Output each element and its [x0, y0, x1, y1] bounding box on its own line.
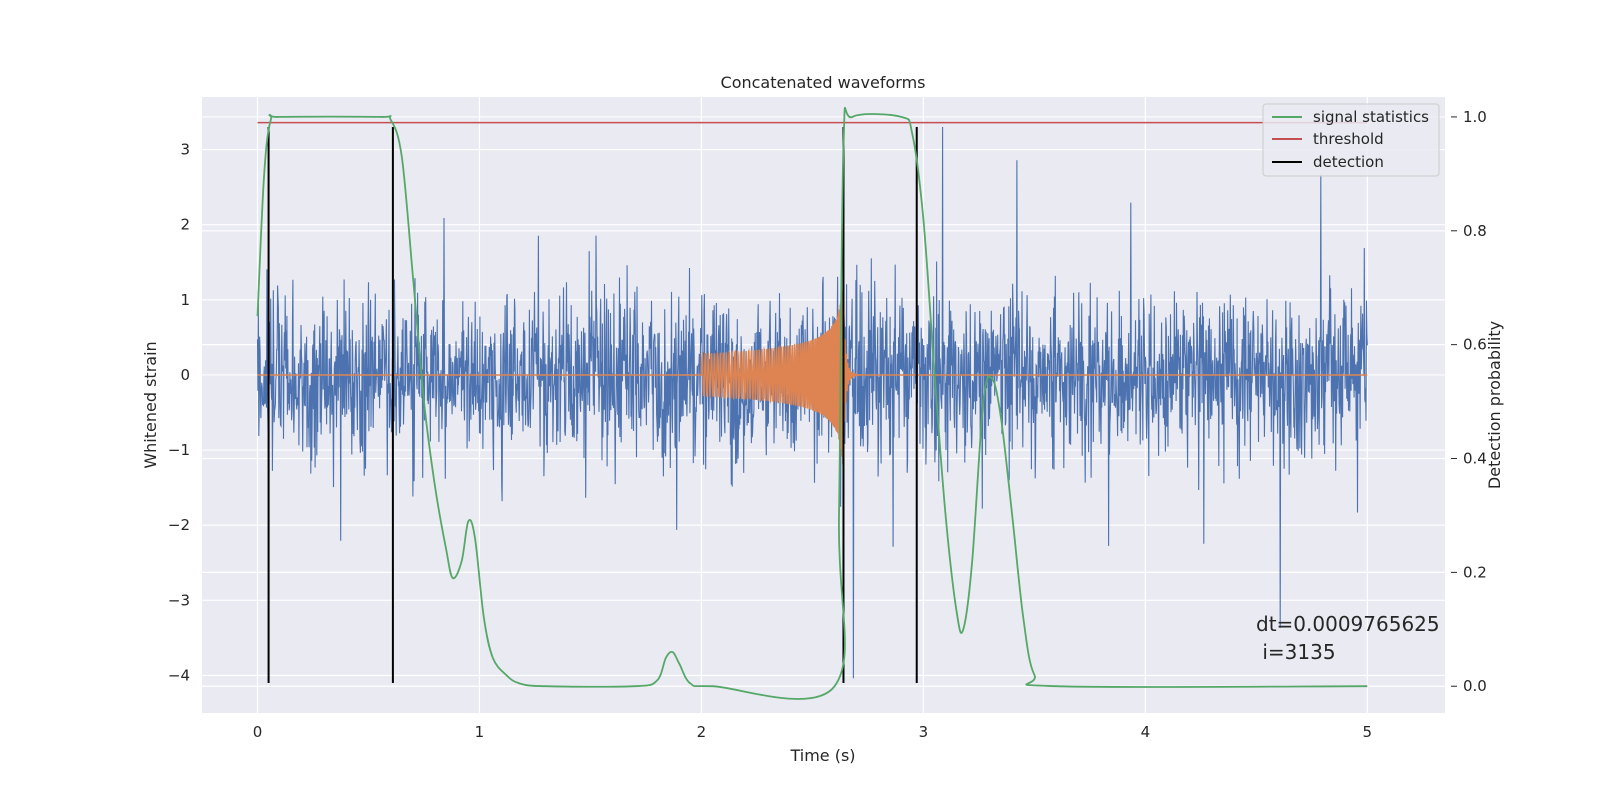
y-tick-label: 3: [180, 141, 190, 159]
y-right-tick-label: 0.4: [1463, 450, 1487, 468]
y-tick-label: 1: [180, 291, 190, 309]
injection-series-line: [257, 288, 1368, 478]
y-right-tick-label: 0.2: [1463, 563, 1487, 581]
y-tick-label: −3: [168, 591, 190, 609]
x-tick-label: 3: [919, 723, 929, 741]
y-axis-label: Whitened strain: [141, 341, 160, 468]
legend-label-signal-statistics: signal statistics: [1313, 108, 1429, 126]
y-right-tick-label: 0.0: [1463, 677, 1487, 695]
legend: signal statistics threshold detection: [1262, 103, 1440, 177]
y-tick-label: −1: [168, 441, 190, 459]
y-tick-label: 2: [180, 216, 190, 234]
annotation-i: i=3135: [1256, 640, 1336, 664]
y-tick-label: 0: [180, 366, 190, 384]
legend-box: [1262, 103, 1440, 177]
legend-label-detection: detection: [1313, 153, 1384, 171]
y-right-tick-label: 0.6: [1463, 336, 1487, 354]
signal-statistics-line: [256, 106, 1368, 700]
x-axis-label: Time (s): [789, 746, 855, 765]
series-layer: [256, 106, 1368, 700]
y-right-tick-label: 0.8: [1463, 222, 1487, 240]
axes: 0 1 2 3 4 5 3 2 1 0 −1 −2 −3 −4 1.0 0.8 0.6 0.4 0.2 0.0: [168, 108, 1487, 741]
annotation-dt: dt=0.0009765625: [1256, 612, 1440, 636]
x-tick-label: 5: [1363, 723, 1373, 741]
y-axis-label-right: Detection probability: [1485, 321, 1504, 489]
x-tick-label: 2: [697, 723, 707, 741]
y-tick-label: −2: [168, 516, 190, 534]
y-tick-label: −4: [168, 666, 190, 684]
x-tick-label: 0: [253, 723, 263, 741]
chart-title: Concatenated waveforms: [721, 73, 926, 92]
x-tick-label: 1: [475, 723, 485, 741]
y-right-tick-label: 1.0: [1463, 108, 1487, 126]
x-tick-label: 4: [1141, 723, 1151, 741]
legend-label-threshold: threshold: [1313, 130, 1384, 148]
